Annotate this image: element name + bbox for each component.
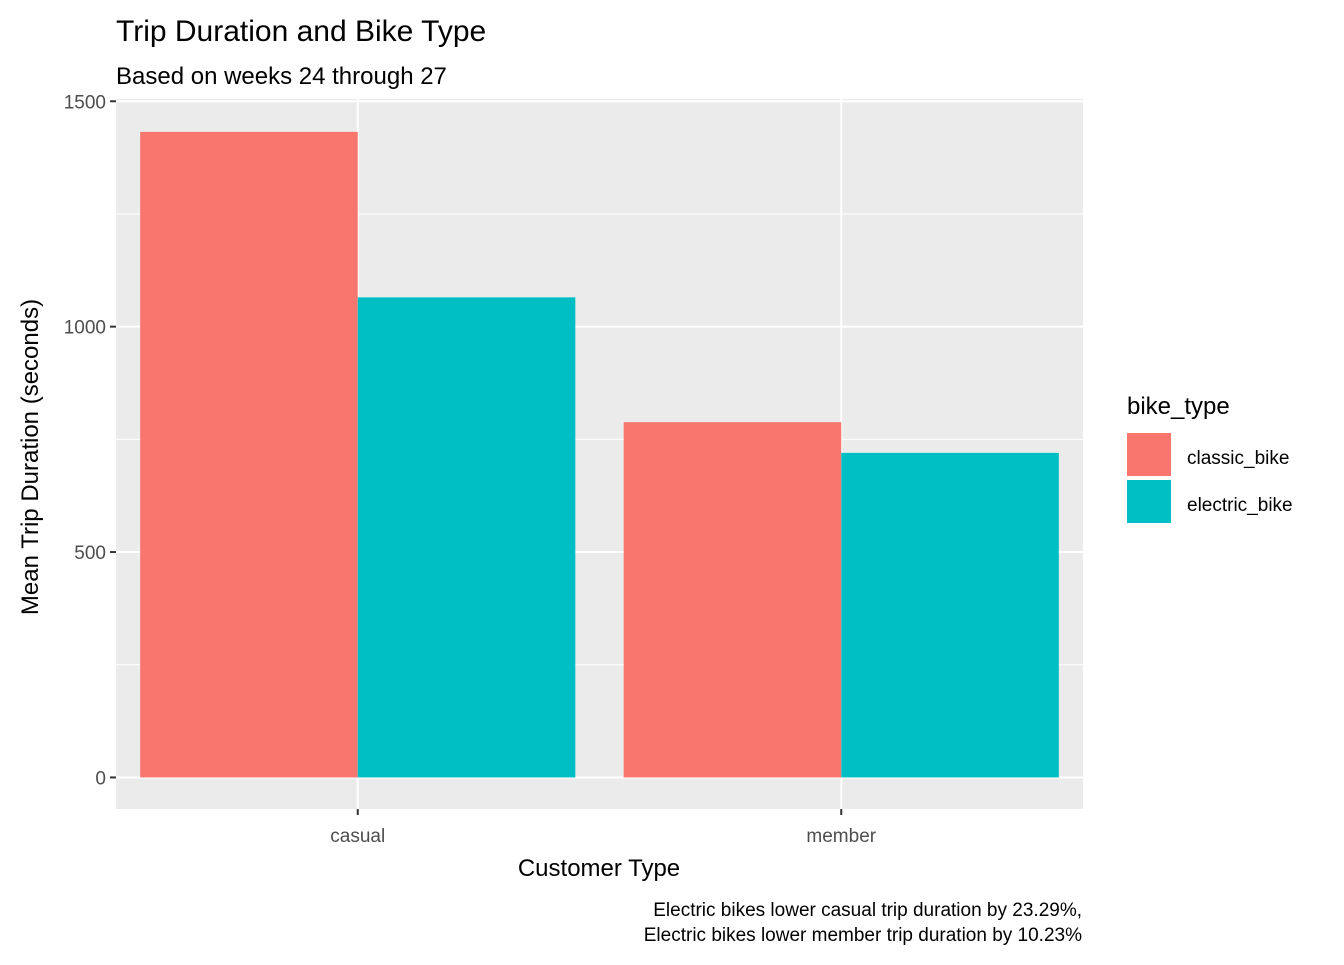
y-tick-label: 500	[74, 543, 106, 564]
legend-swatch-classic_bike	[1127, 433, 1171, 476]
bars-group	[140, 131, 1059, 778]
chart-caption: Electric bikes lower casual trip duratio…	[644, 900, 1082, 946]
legend-swatch-electric_bike	[1127, 480, 1171, 523]
caption-line: Electric bikes lower member trip duratio…	[644, 925, 1082, 946]
y-tick-label: 1500	[64, 92, 106, 113]
axes-group: 0 500 1000 1500 casual member	[64, 92, 877, 847]
legend-title: bike_type	[1127, 393, 1230, 420]
chart-title: Trip Duration and Bike Type	[116, 15, 486, 48]
y-tick-label: 0	[95, 768, 106, 789]
bar-casual-classic_bike	[140, 131, 358, 778]
x-axis-label: Customer Type	[518, 855, 680, 882]
x-tick-label: member	[806, 826, 876, 847]
bar-member-classic_bike	[623, 422, 842, 778]
legend: bike_type classic_bike electric_bike	[1127, 393, 1293, 523]
legend-label: classic_bike	[1187, 448, 1289, 469]
y-axis-label: Mean Trip Duration (seconds)	[17, 299, 44, 615]
bar-member-electric_bike	[841, 452, 1059, 778]
caption-line: Electric bikes lower casual trip duratio…	[653, 900, 1082, 921]
legend-label: electric_bike	[1187, 495, 1293, 516]
x-tick-label: casual	[330, 826, 385, 847]
y-tick-label: 1000	[64, 318, 106, 339]
chart-subtitle: Based on weeks 24 through 27	[116, 63, 447, 90]
bar-casual-electric_bike	[357, 297, 576, 778]
